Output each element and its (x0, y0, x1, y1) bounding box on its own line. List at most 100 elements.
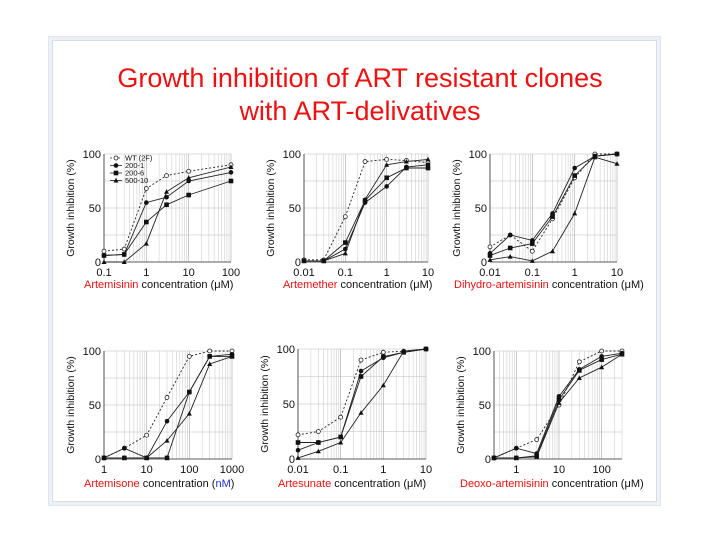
y-tick-label: 0 (295, 257, 301, 269)
data-point (338, 434, 343, 440)
data-point (487, 253, 493, 258)
y-axis-label: Growth inhibition (%) (65, 356, 77, 453)
legend-label: 200-6 (125, 169, 144, 178)
x-tick-label: 0.1 (338, 267, 353, 279)
legend-label: 200-1 (125, 161, 144, 170)
data-point (362, 159, 368, 164)
data-point (121, 455, 127, 460)
data-point (144, 432, 150, 438)
data-point (556, 400, 562, 405)
chart-panel-6: 0 50 100 1 10 100 Growth inhibition (%) (455, 346, 625, 476)
data-point (491, 455, 497, 460)
data-point (342, 250, 348, 256)
data-point (122, 445, 127, 451)
data-point (614, 151, 620, 157)
data-point (295, 432, 301, 438)
data-point (143, 186, 149, 191)
data-point (619, 351, 625, 357)
data-point (321, 258, 327, 263)
data-point (513, 455, 519, 460)
y-tick-label: 100 (83, 149, 101, 161)
x-tick-label: 100 (180, 464, 198, 476)
data-point (207, 361, 213, 366)
y-tick-label: 50 (89, 203, 101, 215)
series-line (103, 180, 232, 256)
data-point (144, 455, 150, 460)
data-point (164, 418, 170, 424)
series-line (104, 166, 232, 263)
chart-panel-3: 0 50 100 0.01 0.1 1 10 Growth inhibition (%) (451, 149, 623, 279)
data-point (316, 440, 321, 445)
x-tick-label: 10 (141, 464, 153, 476)
data-point (425, 156, 431, 162)
y-tick-label: 0 (95, 257, 101, 269)
data-point (423, 346, 429, 351)
data-point (614, 161, 620, 166)
chart-panel-1: 0 50 100 0.1 1 10 100 Growth inhibition (%) WT (… (65, 149, 240, 279)
xlabel-panel-6: Deoxo-artemisinin concentration (μM) (460, 478, 644, 490)
x-tick-label: 1 (513, 464, 519, 476)
x-tick-label: 100 (592, 464, 610, 476)
y-tick-label: 0 (485, 454, 491, 466)
data-point (358, 374, 364, 379)
data-point (295, 447, 301, 453)
data-point (403, 158, 409, 164)
data-point (599, 357, 604, 362)
data-point (315, 429, 321, 434)
slide-title: Growth inhibition of ART resistant clone… (0, 62, 720, 128)
y-axis-label: Growth inhibition (%) (451, 159, 463, 256)
data-point (121, 252, 127, 257)
title-line-2: with ART-delivatives (239, 96, 481, 126)
data-point (101, 455, 107, 460)
chart-panel-4: 0 50 100 1 10 100 1000 Growth inhibition (%) (65, 346, 244, 476)
data-point (164, 173, 169, 179)
x-tick-label: 0.1 (333, 464, 348, 476)
title-line-1: Growth inhibition of ART resistant clone… (117, 63, 603, 93)
data-point (228, 170, 234, 175)
data-point (507, 232, 513, 238)
data-point (101, 253, 107, 258)
legend-marker (113, 170, 119, 176)
x-tick-label: 1 (143, 267, 149, 279)
x-tick-label: 10 (422, 267, 434, 279)
x-tick-label: 1000 (220, 464, 244, 476)
data-point (380, 382, 386, 388)
data-point (577, 368, 582, 373)
data-point (186, 175, 192, 180)
data-point (556, 397, 562, 402)
chart-panel-5: 0 50 100 0.01 0.1 1 10 Growth inhibition (%) (259, 344, 432, 476)
y-tick-label: 50 (289, 203, 301, 215)
data-point (529, 258, 535, 263)
data-point (425, 165, 431, 171)
y-tick-label: 50 (89, 400, 101, 412)
data-point (343, 240, 348, 245)
x-tick-label: 0.01 (293, 267, 314, 279)
data-point (572, 210, 578, 216)
data-point (572, 165, 577, 171)
legend-marker (113, 155, 119, 161)
data-point (404, 165, 409, 171)
x-tick-label: 10 (611, 267, 623, 279)
data-point (186, 178, 191, 184)
y-tick-label: 100 (283, 149, 301, 161)
y-tick-label: 50 (283, 399, 295, 411)
data-point (207, 354, 212, 359)
y-tick-label: 50 (475, 203, 487, 215)
data-point (507, 254, 513, 259)
x-tick-label: 0.1 (96, 267, 111, 279)
data-point (384, 175, 389, 181)
data-point (358, 368, 364, 374)
data-point (529, 248, 535, 254)
data-point (599, 348, 605, 354)
x-tick-label: 1 (384, 267, 390, 279)
y-axis-label: Growth inhibition (%) (265, 159, 277, 256)
data-point (342, 214, 348, 220)
data-point (384, 162, 390, 167)
data-point (550, 214, 555, 219)
data-point (380, 349, 386, 355)
xlabel-panel-2: Artemether concentration (μM) (283, 279, 433, 291)
y-tick-label: 0 (289, 454, 295, 466)
data-point (576, 359, 582, 365)
data-point (572, 173, 577, 178)
legend-marker (113, 177, 119, 183)
